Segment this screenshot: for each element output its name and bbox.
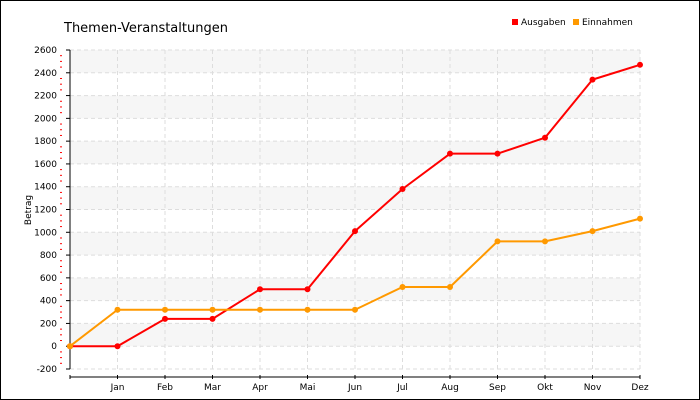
- data-point-ausgaben: [209, 315, 216, 322]
- y-tick-label: 200: [40, 319, 57, 329]
- data-point-ausgaben: [304, 286, 311, 293]
- y-tick-label: 600: [40, 274, 57, 284]
- data-point-ausgaben: [257, 286, 263, 293]
- data-point-einnahmen: [257, 306, 263, 313]
- y-tick-label: 400: [40, 297, 57, 307]
- data-point-ausgaben: [637, 61, 643, 68]
- y-tick-label: 1400: [34, 183, 57, 193]
- data-point-ausgaben: [114, 343, 121, 350]
- y-tick-label: 1000: [34, 228, 57, 238]
- y-tick-label: 1200: [34, 206, 57, 216]
- legend: Ausgaben Einnahmen: [512, 18, 633, 28]
- y-tick-label: 2000: [34, 114, 57, 124]
- data-point-ausgaben: [399, 185, 406, 192]
- data-point-ausgaben: [447, 150, 453, 157]
- x-tick-label: Nov: [584, 383, 602, 393]
- chart-title: Themen-Veranstaltungen: [63, 21, 228, 36]
- data-point-ausgaben: [352, 228, 358, 235]
- x-tick-label: Mar: [204, 383, 221, 393]
- series-layer: [67, 61, 643, 350]
- y-axis-ticks: -200 0 200 400 600 800 1000 1200 1400 1600 1800 200…: [34, 46, 70, 375]
- x-axis-ticks: Jan Feb Mar Apr Mai Jun Jul Aug Sep Okt Nov Dez: [69, 375, 649, 393]
- data-point-einnahmen: [589, 228, 596, 235]
- legend-swatch-ausgaben: [512, 19, 518, 25]
- x-tick-label: Jun: [347, 383, 362, 393]
- x-tick-label: Apr: [252, 383, 268, 393]
- y-tick-label: 2200: [34, 92, 57, 102]
- data-point-ausgaben: [542, 134, 548, 141]
- data-point-einnahmen: [114, 306, 121, 313]
- legend-swatch-einnahmen: [573, 19, 579, 25]
- y-tick-label: 0: [51, 342, 57, 352]
- x-tick-label: Dez: [631, 383, 648, 393]
- data-point-einnahmen: [352, 306, 358, 313]
- data-point-einnahmen: [162, 306, 168, 313]
- data-point-ausgaben: [589, 76, 596, 83]
- y-axis-label: Betrag: [24, 195, 34, 225]
- legend-label-einnahmen: Einnahmen: [582, 18, 633, 28]
- data-point-einnahmen: [67, 343, 73, 350]
- data-point-einnahmen: [542, 238, 548, 245]
- y-tick-label: 800: [40, 251, 57, 261]
- x-tick-label: Mai: [300, 383, 316, 393]
- x-tick-label: Okt: [537, 383, 553, 393]
- y-tick-label: 2400: [34, 69, 57, 79]
- y-tick-label: -200: [37, 365, 58, 375]
- legend-label-ausgaben: Ausgaben: [521, 18, 566, 28]
- y-tick-label: 1800: [34, 137, 57, 147]
- y-tick-label: 1600: [34, 160, 57, 170]
- data-point-einnahmen: [304, 306, 311, 313]
- data-point-einnahmen: [494, 238, 501, 245]
- grid-lines: [70, 49, 641, 370]
- data-point-einnahmen: [447, 283, 453, 290]
- x-tick-label: Sep: [489, 383, 506, 393]
- y-tick-label: 2600: [34, 46, 57, 56]
- data-point-ausgaben: [494, 150, 501, 157]
- data-point-einnahmen: [209, 306, 216, 313]
- x-tick-label: Aug: [441, 383, 459, 393]
- x-tick-label: Jan: [110, 383, 125, 393]
- data-point-einnahmen: [399, 283, 406, 290]
- data-point-ausgaben: [162, 315, 168, 322]
- x-tick-label: Jul: [396, 383, 408, 393]
- data-point-einnahmen: [637, 215, 643, 222]
- x-tick-label: Feb: [157, 383, 173, 393]
